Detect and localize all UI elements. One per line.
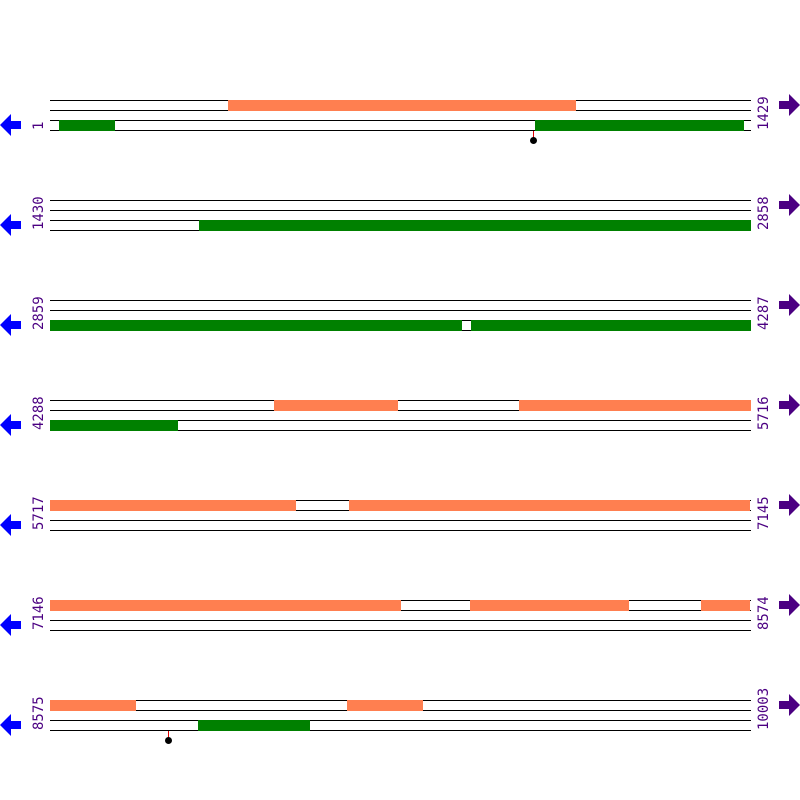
row-end-label: 4287 — [756, 296, 772, 330]
track-line — [50, 400, 751, 401]
track-line — [50, 310, 751, 311]
track-line — [50, 300, 751, 301]
arrow-right-icon[interactable] — [779, 694, 800, 716]
feature-track1[interactable] — [701, 600, 751, 611]
arrow-left-icon[interactable] — [0, 314, 22, 336]
feature-track1[interactable] — [50, 700, 136, 711]
track-line — [50, 620, 751, 621]
feature-track1[interactable] — [273, 400, 398, 411]
arrow-left-icon[interactable] — [0, 714, 22, 736]
feature-track1[interactable] — [346, 700, 423, 711]
feature-track1[interactable] — [518, 400, 751, 411]
arrow-right-icon[interactable] — [779, 94, 800, 116]
track-line — [50, 520, 751, 521]
row-end-label: 7145 — [756, 496, 772, 530]
row-end-label: 1429 — [756, 96, 772, 130]
sequence-row: 2859 4287 — [0, 290, 800, 350]
arrow-right-icon[interactable] — [779, 194, 800, 216]
track-line — [50, 420, 751, 421]
sequence-row: 4288 5716 — [0, 390, 800, 450]
track-line — [50, 720, 751, 721]
arrow-left-icon[interactable] — [0, 614, 22, 636]
row-start-label: 7146 — [31, 596, 47, 630]
marker-stem — [168, 731, 169, 739]
feature-track2[interactable] — [198, 220, 751, 231]
feature-track2[interactable] — [534, 120, 744, 131]
sequence-row: 7146 8574 — [0, 590, 800, 650]
row-start-label: 2859 — [31, 296, 47, 330]
track-line — [50, 530, 751, 531]
row-start-label: 5717 — [31, 496, 47, 530]
track-line — [50, 630, 751, 631]
arrow-left-icon[interactable] — [0, 214, 22, 236]
track-line — [50, 410, 751, 411]
feature-track2[interactable] — [58, 120, 115, 131]
track-line — [50, 130, 751, 131]
sequence-row: 1 1429 — [0, 90, 800, 150]
marker-stem — [533, 131, 534, 139]
arrow-left-icon[interactable] — [0, 514, 22, 536]
track-line — [50, 200, 751, 201]
sequence-row: 1430 2858 — [0, 190, 800, 250]
feature-track1[interactable] — [50, 500, 296, 511]
arrow-right-icon[interactable] — [779, 294, 800, 316]
arrow-left-icon[interactable] — [0, 114, 22, 136]
marker-dot[interactable] — [530, 137, 537, 144]
sequence-row: 5717 7145 — [0, 490, 800, 550]
row-end-label: 8574 — [756, 596, 772, 630]
feature-track1[interactable] — [348, 500, 751, 511]
feature-track2[interactable] — [470, 320, 751, 331]
row-start-label: 8575 — [31, 696, 47, 730]
row-start-label: 1 — [31, 121, 47, 130]
track-line — [50, 120, 751, 121]
track-line — [50, 730, 751, 731]
marker-dot[interactable] — [165, 737, 172, 744]
feature-track2[interactable] — [50, 420, 178, 431]
row-end-label: 10003 — [756, 687, 772, 730]
row-end-label: 2858 — [756, 196, 772, 230]
row-start-label: 4288 — [31, 396, 47, 430]
arrow-right-icon[interactable] — [779, 394, 800, 416]
feature-track1[interactable] — [469, 600, 630, 611]
feature-track2[interactable] — [50, 320, 462, 331]
feature-track1[interactable] — [50, 600, 401, 611]
feature-track2[interactable] — [197, 720, 311, 731]
row-start-label: 1430 — [31, 196, 47, 230]
sequence-row: 8575 10003 — [0, 687, 800, 750]
arrow-right-icon[interactable] — [779, 494, 800, 516]
arrow-left-icon[interactable] — [0, 414, 22, 436]
track-line — [50, 210, 751, 211]
feature-track1[interactable] — [227, 100, 576, 111]
row-end-label: 5716 — [756, 396, 772, 430]
track-line — [50, 430, 751, 431]
arrow-right-icon[interactable] — [779, 594, 800, 616]
